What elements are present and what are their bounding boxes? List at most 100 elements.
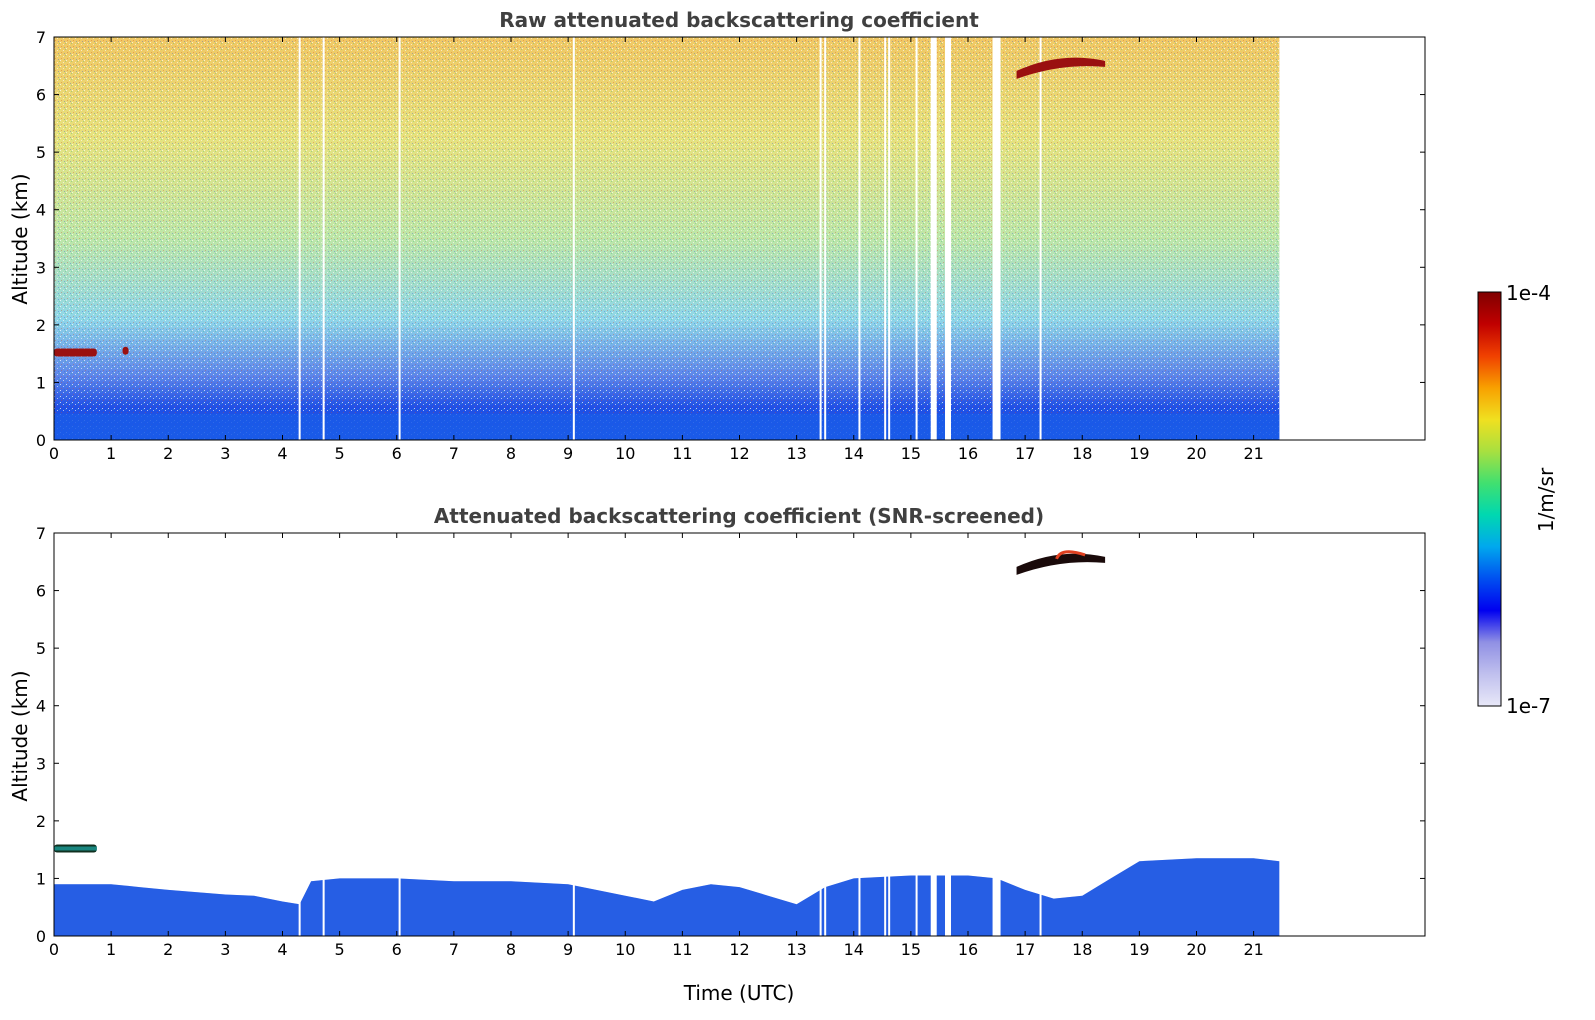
x-tick-label: 1 (106, 444, 116, 463)
cloud-fragment (122, 346, 129, 355)
x-tick-label: 7 (449, 444, 459, 463)
data-gap (930, 866, 937, 936)
low-cloud (54, 348, 97, 357)
y-tick-label: 0 (36, 927, 46, 946)
data-gap (992, 37, 1001, 440)
data-gap (572, 37, 575, 440)
data-gap (572, 866, 575, 936)
raw-signal-noise (54, 37, 1280, 440)
x-tick-label: 3 (220, 444, 230, 463)
y-tick-label: 4 (36, 697, 46, 716)
data-gap (945, 866, 952, 936)
x-tick-label: 16 (958, 940, 978, 959)
y-tick-label: 7 (36, 524, 46, 543)
x-tick-label: 15 (901, 940, 921, 959)
x-tick-label: 6 (392, 444, 402, 463)
data-gap (915, 37, 918, 440)
x-tick-label: 5 (335, 940, 345, 959)
y-tick-label: 5 (36, 143, 46, 162)
raw-y-axis-label: Altitude (km) (8, 173, 32, 304)
screened-boundary-layer-shade (54, 858, 1280, 936)
data-gap (819, 37, 822, 440)
x-tick-label: 17 (1015, 444, 1035, 463)
screened-y-axis-label: Altitude (km) (8, 670, 32, 801)
x-tick-label: 5 (335, 444, 345, 463)
y-tick-label: 2 (36, 812, 46, 831)
y-tick-label: 2 (36, 316, 46, 335)
screened-panel-title: Attenuated backscattering coefficient (S… (434, 504, 1044, 528)
screened-axes: 0 1 2 3 4 5 6 7 8 9 10 11 12 13 14 15 16 17 18 19 20 21012345… (36, 524, 1426, 959)
x-tick-label: 17 (1015, 940, 1035, 959)
raw-heatmap-image (54, 37, 1280, 440)
x-tick-label: 18 (1072, 940, 1092, 959)
data-gap (398, 37, 401, 440)
x-tick-label: 4 (277, 444, 287, 463)
colorbar-min-label: 1e-7 (1506, 694, 1551, 718)
colorbar-max-label: 1e-4 (1506, 281, 1551, 305)
colorbar-unit-label: 1/m/sr (1534, 467, 1558, 532)
data-gap (884, 866, 887, 936)
x-tick-label: 9 (563, 940, 573, 959)
y-tick-label: 1 (36, 373, 46, 392)
y-tick-label: 1 (36, 869, 46, 888)
data-gap (884, 37, 887, 440)
data-gap (915, 866, 918, 936)
data-gap (298, 37, 301, 440)
x-tick-label: 12 (729, 940, 749, 959)
x-tick-label: 1 (106, 940, 116, 959)
y-tick-label: 5 (36, 639, 46, 658)
x-tick-label: 10 (615, 940, 635, 959)
raw-panel-title: Raw attenuated backscattering coefficien… (499, 8, 979, 32)
data-gap (888, 37, 891, 440)
x-tick-label: 3 (220, 940, 230, 959)
high-cloud-layer (1016, 57, 1106, 79)
x-tick-label: 19 (1129, 444, 1149, 463)
data-gap (322, 37, 325, 440)
data-gap (1039, 37, 1042, 440)
data-gap (819, 866, 822, 936)
x-tick-label: 10 (615, 444, 635, 463)
high-cloud-core (1055, 550, 1086, 560)
x-tick-label: 4 (277, 940, 287, 959)
data-gap (1039, 866, 1042, 936)
x-tick-label: 19 (1129, 940, 1149, 959)
y-tick-label: 3 (36, 754, 46, 773)
raw-axes: 0 1 2 3 4 5 6 7 8 9 10 11 12 13 14 15 16 17 18 19 20 21012345… (36, 28, 1426, 463)
data-gap (888, 866, 891, 936)
y-tick-label: 3 (36, 258, 46, 277)
colorbar: 1e-4 1e-7 1/m/sr (1477, 281, 1558, 718)
y-tick-label: 4 (36, 201, 46, 220)
x-tick-label: 15 (901, 444, 921, 463)
x-tick-label: 21 (1243, 940, 1263, 959)
y-tick-label: 6 (36, 582, 46, 601)
high-cloud-layer (1016, 553, 1106, 575)
raw-backscatter-panel: Raw attenuated backscattering coefficien… (8, 8, 1426, 463)
x-tick-label: 14 (844, 444, 864, 463)
data-gap (858, 37, 861, 440)
x-tick-label: 9 (563, 444, 573, 463)
data-gap (824, 866, 827, 936)
low-cloud-core (54, 846, 97, 851)
x-tick-label: 11 (672, 444, 692, 463)
x-tick-label: 14 (844, 940, 864, 959)
x-tick-label: 18 (1072, 444, 1092, 463)
data-gap (824, 37, 827, 440)
x-tick-label: 13 (786, 444, 806, 463)
x-tick-label: 6 (392, 940, 402, 959)
data-gap (930, 37, 937, 440)
x-tick-label: 8 (506, 940, 516, 959)
data-gap (322, 866, 325, 936)
x-axis-label: Time (UTC) (683, 981, 795, 1005)
x-tick-label: 20 (1186, 444, 1206, 463)
screened-heatmap-image (54, 550, 1280, 936)
x-tick-label: 12 (729, 444, 749, 463)
y-tick-label: 6 (36, 86, 46, 105)
data-gap (992, 866, 1001, 936)
y-tick-label: 7 (36, 28, 46, 47)
x-tick-label: 13 (786, 940, 806, 959)
x-tick-label: 21 (1243, 444, 1263, 463)
data-gap (858, 866, 861, 936)
colorbar-bar (1477, 291, 1502, 707)
x-tick-label: 16 (958, 444, 978, 463)
